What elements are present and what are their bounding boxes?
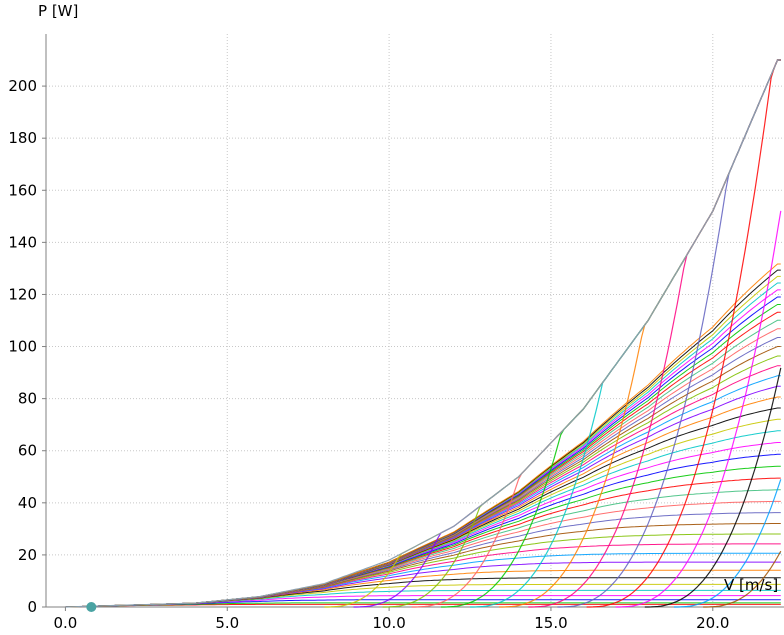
grid-lines: [46, 34, 784, 607]
power-curve-series: [65, 569, 781, 608]
power-curve-series: [65, 552, 781, 608]
y-tick-label: 0: [27, 598, 37, 616]
fan-curve-series: [382, 59, 781, 608]
power-curve-series: [65, 385, 781, 608]
tick-labels: 0.0 5.0 10.0 15.0 20.0 0 20 40 60 80 100 120 140 160 1…: [8, 77, 729, 632]
x-axis-label: V [m/s]: [724, 576, 778, 594]
fan-curve-series: [499, 59, 781, 608]
y-tick-label: 40: [18, 494, 37, 512]
envelope-curve: [65, 59, 781, 608]
power-curve-series: [65, 346, 781, 608]
power-curve-series: [65, 512, 781, 608]
origin-marker[interactable]: [86, 602, 97, 612]
power-curve-series: [65, 396, 781, 608]
y-tick-label: 160: [8, 181, 37, 199]
y-tick-label: 100: [8, 338, 37, 356]
y-axis-label: P [W]: [38, 2, 78, 20]
fan-curve-series: [703, 550, 782, 608]
series-group: [65, 59, 782, 608]
x-tick-label: 5.0: [215, 614, 239, 632]
x-tick-label: 20.0: [696, 614, 729, 632]
x-tick-label: 15.0: [534, 614, 567, 632]
fan-curve-series: [586, 59, 781, 608]
fan-curve-series: [615, 210, 782, 608]
y-tick-label: 80: [18, 390, 37, 408]
x-tick-label: 0.0: [53, 614, 77, 632]
y-tick-label: 120: [8, 285, 37, 303]
axes: [42, 34, 784, 611]
fan-curve-series: [353, 59, 781, 608]
y-tick-label: 60: [18, 442, 37, 460]
x-tick-label: 10.0: [372, 614, 405, 632]
y-tick-label: 200: [8, 77, 37, 95]
y-tick-label: 180: [8, 129, 37, 147]
power-curve-series: [65, 311, 781, 608]
y-tick-label: 140: [8, 233, 37, 251]
fan-curve-series: [644, 367, 782, 608]
power-curve-series: [65, 407, 781, 608]
y-tick-label: 20: [18, 546, 37, 564]
fan-curve-series: [673, 479, 782, 608]
